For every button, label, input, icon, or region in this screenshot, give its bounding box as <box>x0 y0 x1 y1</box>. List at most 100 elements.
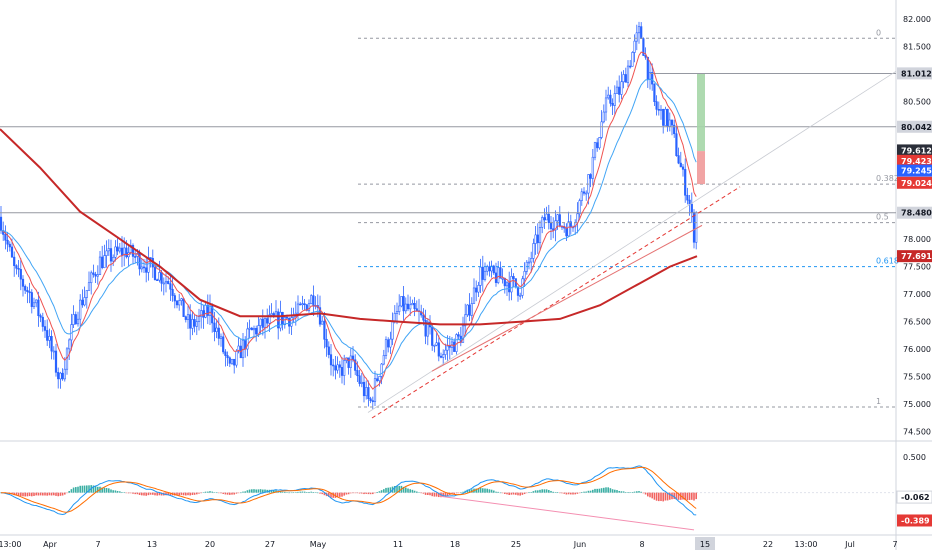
histogram-bar <box>468 489 471 493</box>
price-label-box[interactable] <box>897 164 932 177</box>
oscillator-pane[interactable]: 0.500 -0.062 -0.389 <box>0 453 932 531</box>
candle-body <box>384 339 388 356</box>
osc-value-box[interactable] <box>897 514 932 527</box>
time-axis-label[interactable]: 18 <box>450 540 460 549</box>
histogram-bar <box>442 492 444 497</box>
price-label-box[interactable] <box>897 176 932 189</box>
time-axis-label[interactable]: 8 <box>639 540 644 549</box>
price-label-box[interactable] <box>897 120 932 133</box>
price-label-text[interactable]: 78.480 <box>901 209 932 218</box>
price-tick-label[interactable]: 75.500 <box>903 373 931 382</box>
time-axis-label[interactable]: 15 <box>700 540 710 549</box>
price-tick-label[interactable]: 75.000 <box>903 400 931 409</box>
histogram-bar <box>343 492 345 496</box>
histogram-bar <box>246 490 249 493</box>
histogram-bar <box>314 492 317 493</box>
price-tick-label[interactable]: 77.500 <box>903 263 931 272</box>
price-label-box[interactable] <box>897 67 932 80</box>
time-axis-label[interactable]: Apr <box>43 540 58 549</box>
price-label-box[interactable] <box>897 144 932 157</box>
candle-body <box>481 266 484 280</box>
price-tick-label[interactable]: 76.000 <box>903 345 931 354</box>
time-axis-label[interactable]: Jun <box>573 540 587 549</box>
time-axis-label[interactable]: Jul <box>844 540 855 549</box>
time-axis-label[interactable]: 11 <box>393 540 403 549</box>
histogram-bar <box>237 492 240 494</box>
price-label-text[interactable]: 79.245 <box>901 167 932 176</box>
histogram-bar <box>94 486 97 493</box>
candle-body <box>497 267 500 283</box>
histogram-bar <box>594 488 596 493</box>
price-label-box[interactable] <box>897 154 932 167</box>
time-axis-label[interactable]: 22 <box>763 540 773 549</box>
candle-body <box>602 111 605 123</box>
candle-body <box>285 316 289 319</box>
candle-body <box>593 142 597 158</box>
histogram-bar <box>493 490 495 493</box>
price-tick-label[interactable]: 74.500 <box>903 428 931 437</box>
histogram-bar <box>308 491 310 493</box>
histogram-bar <box>288 492 290 494</box>
histogram-bar <box>669 492 671 500</box>
candle-body <box>43 326 47 331</box>
candle-body <box>666 108 669 127</box>
histogram-bar <box>479 487 482 493</box>
histogram-bar <box>105 488 108 493</box>
price-label-box[interactable] <box>897 250 932 263</box>
candle-body <box>90 272 93 284</box>
candle-body <box>611 103 614 106</box>
candle-body <box>35 299 38 304</box>
time-axis-label[interactable]: May <box>310 540 327 549</box>
osc-value-text[interactable]: -0.389 <box>901 516 930 525</box>
histogram-bar <box>352 492 354 494</box>
histogram-bar <box>295 492 297 493</box>
time-axis-label[interactable]: 13:00 <box>0 540 22 549</box>
histogram-bar <box>42 492 44 496</box>
histogram-bar <box>189 492 191 496</box>
price-label-text[interactable]: 79.612 <box>901 146 932 155</box>
histogram-bar <box>552 491 554 493</box>
candle-body <box>103 255 106 268</box>
time-axis-label[interactable]: 7 <box>892 540 897 549</box>
price-tick-label[interactable]: 78.000 <box>903 235 931 244</box>
time-axis[interactable]: 13:00 Apr 7 13 20 27 May 11 18 25 Jun 8 15 22 13:00 Jul… <box>0 537 898 550</box>
candle-body <box>378 376 381 382</box>
candle-body <box>406 303 410 310</box>
ema-fast-line <box>0 51 697 390</box>
price-tick-label[interactable]: 76.500 <box>903 318 931 327</box>
price-label-text[interactable]: 81.012 <box>901 69 932 78</box>
candle-body <box>219 336 223 339</box>
histogram-bar <box>501 492 504 494</box>
time-axis-label[interactable]: 13:00 <box>794 540 817 549</box>
price-axis[interactable]: 82.00081.50081.00080.50080.00079.50079.0… <box>897 15 932 437</box>
price-label-text[interactable]: 80.042 <box>901 123 932 132</box>
histogram-bar <box>662 492 664 502</box>
price-tick-label[interactable]: 81.500 <box>903 43 931 52</box>
price-tick-label[interactable]: 82.000 <box>903 15 931 24</box>
price-label-text[interactable]: 77.691 <box>901 252 932 261</box>
time-axis-label[interactable]: 25 <box>511 540 521 549</box>
candle-body <box>596 142 599 149</box>
time-axis-label[interactable]: 20 <box>205 540 215 549</box>
candle-body <box>162 282 165 285</box>
histogram-bar <box>226 492 229 495</box>
price-label-box[interactable] <box>897 206 932 219</box>
histogram-bar <box>138 492 141 495</box>
osc-value-box[interactable] <box>896 490 932 504</box>
time-axis-label[interactable]: 7 <box>95 540 100 549</box>
price-label-text[interactable]: 79.024 <box>901 179 932 188</box>
time-axis-label[interactable]: 13 <box>147 540 157 549</box>
histogram-bar <box>592 489 594 493</box>
price-label-text[interactable]: 79.423 <box>901 157 932 166</box>
price-tick-label[interactable]: 80.500 <box>903 98 931 107</box>
osc-tick-label[interactable]: 0.500 <box>903 453 926 462</box>
price-tick-label[interactable]: 77.000 <box>903 290 931 299</box>
histogram-bar <box>398 485 400 493</box>
histogram-bar <box>127 492 130 494</box>
time-axis-label[interactable]: 27 <box>265 540 275 549</box>
candle-body <box>217 327 220 339</box>
osc-value-text[interactable]: -0.062 <box>901 493 930 502</box>
time-highlight-box[interactable] <box>695 537 715 550</box>
